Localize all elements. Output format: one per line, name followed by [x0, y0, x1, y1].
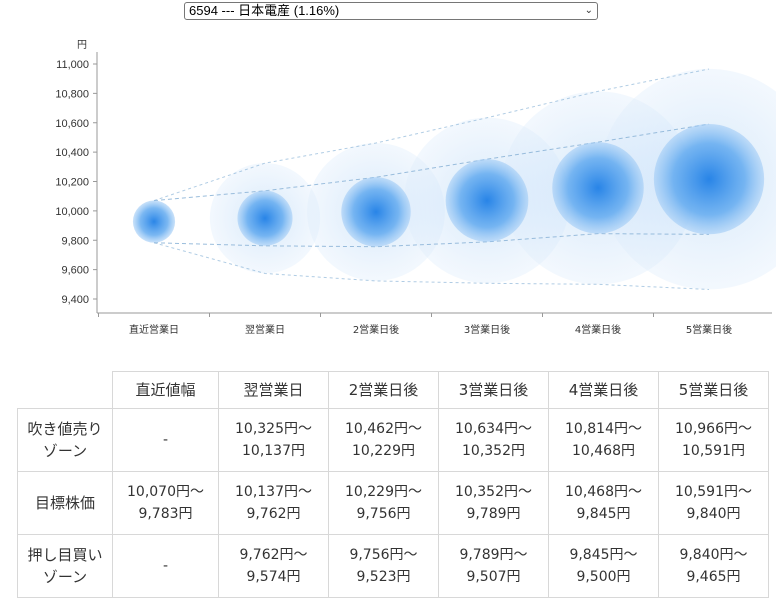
target-upper-line [153, 123, 710, 202]
y-axis-unit: 円 [77, 40, 87, 51]
forecast-core-bubble [552, 142, 644, 234]
table-cell: 10,352円〜 9,789円 [438, 471, 549, 535]
table-cell: 10,966円〜 10,591円 [658, 408, 769, 472]
row-label-sell-zone: 吹き値売り ゾーン [17, 408, 113, 472]
target-lower-line [153, 233, 710, 248]
y-tick-label: 10,600 [55, 118, 89, 130]
stock-select-value: 6594 --- 日本電産 (1.16%) [189, 3, 340, 18]
table-header: 4営業日後 [548, 371, 659, 409]
table-cell: 10,325円〜 10,137円 [218, 408, 329, 472]
table-cell: 10,634円〜 10,352円 [438, 408, 549, 472]
y-tick-label: 11,000 [56, 59, 89, 71]
table-cell: 10,070円〜 9,783円 [112, 471, 219, 535]
table-cell: 10,468円〜 9,845円 [548, 471, 659, 535]
forecast-core-bubble [237, 190, 293, 246]
table-cell: 9,762円〜 9,574円 [218, 534, 329, 598]
y-tick-label: 9,600 [61, 265, 89, 277]
forecast-core-bubble [341, 177, 411, 247]
forecast-chart: 円 11,000 10,800 10,600 10,400 10,200 10,000 9,8… [55, 40, 776, 336]
table-cell: - [112, 534, 219, 598]
sell-zone-line [153, 68, 710, 202]
table-header: 5営業日後 [658, 371, 769, 409]
row-label-buy-zone: 押し目買い ゾーン [17, 534, 113, 598]
table-header-row: 直近値幅 翌営業日 2営業日後 3営業日後 4営業日後 5営業日後 [17, 371, 769, 409]
table-header: 直近値幅 [112, 371, 219, 409]
table-header: 2営業日後 [328, 371, 439, 409]
table-cell: 9,840円〜 9,465円 [658, 534, 769, 598]
y-tick-label: 10,400 [55, 147, 89, 159]
y-tick-label: 10,800 [55, 88, 89, 100]
y-tick-label: 9,800 [61, 235, 89, 247]
x-tick-label: 翌営業日 [245, 323, 285, 336]
chevron-down-icon: ⌄ [584, 5, 593, 16]
stock-select[interactable]: 6594 --- 日本電産 (1.16%) ⌄ [184, 2, 598, 20]
table-cell: 9,789円〜 9,507円 [438, 534, 549, 598]
forecast-table: 直近値幅 翌営業日 2営業日後 3営業日後 4営業日後 5営業日後 吹き値売りゾ… [17, 371, 769, 598]
table-row: 目標株価 10,070円〜 9,783円 10,137円〜 9,762円 10,22… [17, 471, 769, 535]
table-cell: 10,137円〜 9,762円 [218, 471, 329, 535]
row-label-target-price: 目標株価 [17, 471, 113, 535]
forecast-core-bubble [653, 123, 765, 235]
table-row: 押し目買い ゾーン - 9,762円〜 9,574円 9,756円〜 9,523円 9… [17, 534, 769, 598]
y-tick-label: 10,200 [55, 177, 89, 189]
x-tick-label: 直近営業日 [129, 323, 179, 336]
x-tick-label: 3営業日後 [464, 323, 510, 336]
table-corner [17, 371, 113, 409]
x-tick-label: 5営業日後 [686, 323, 732, 336]
forecast-core-bubble [132, 200, 176, 243]
table-header: 3営業日後 [438, 371, 549, 409]
table-header: 翌営業日 [218, 371, 329, 409]
table-cell: 10,591円〜 9,840円 [658, 471, 769, 535]
table-cell: 10,462円〜 10,229円 [328, 408, 439, 472]
y-tick-label: 9,400 [61, 294, 89, 306]
x-tick-label: 4営業日後 [575, 323, 621, 336]
table-cell: - [112, 408, 219, 472]
table-cell: 9,845円〜 9,500円 [548, 534, 659, 598]
table-row: 吹き値売り ゾーン - 10,325円〜 10,137円 10,462円〜 10,22… [17, 408, 769, 472]
table-cell: 10,814円〜 10,468円 [548, 408, 659, 472]
forecast-core-bubble [445, 159, 529, 242]
x-tick-label: 2営業日後 [353, 323, 399, 336]
table-cell: 10,229円〜 9,756円 [328, 471, 439, 535]
table-cell: 9,756円〜 9,523円 [328, 534, 439, 598]
y-tick-label: 10,000 [55, 206, 89, 218]
